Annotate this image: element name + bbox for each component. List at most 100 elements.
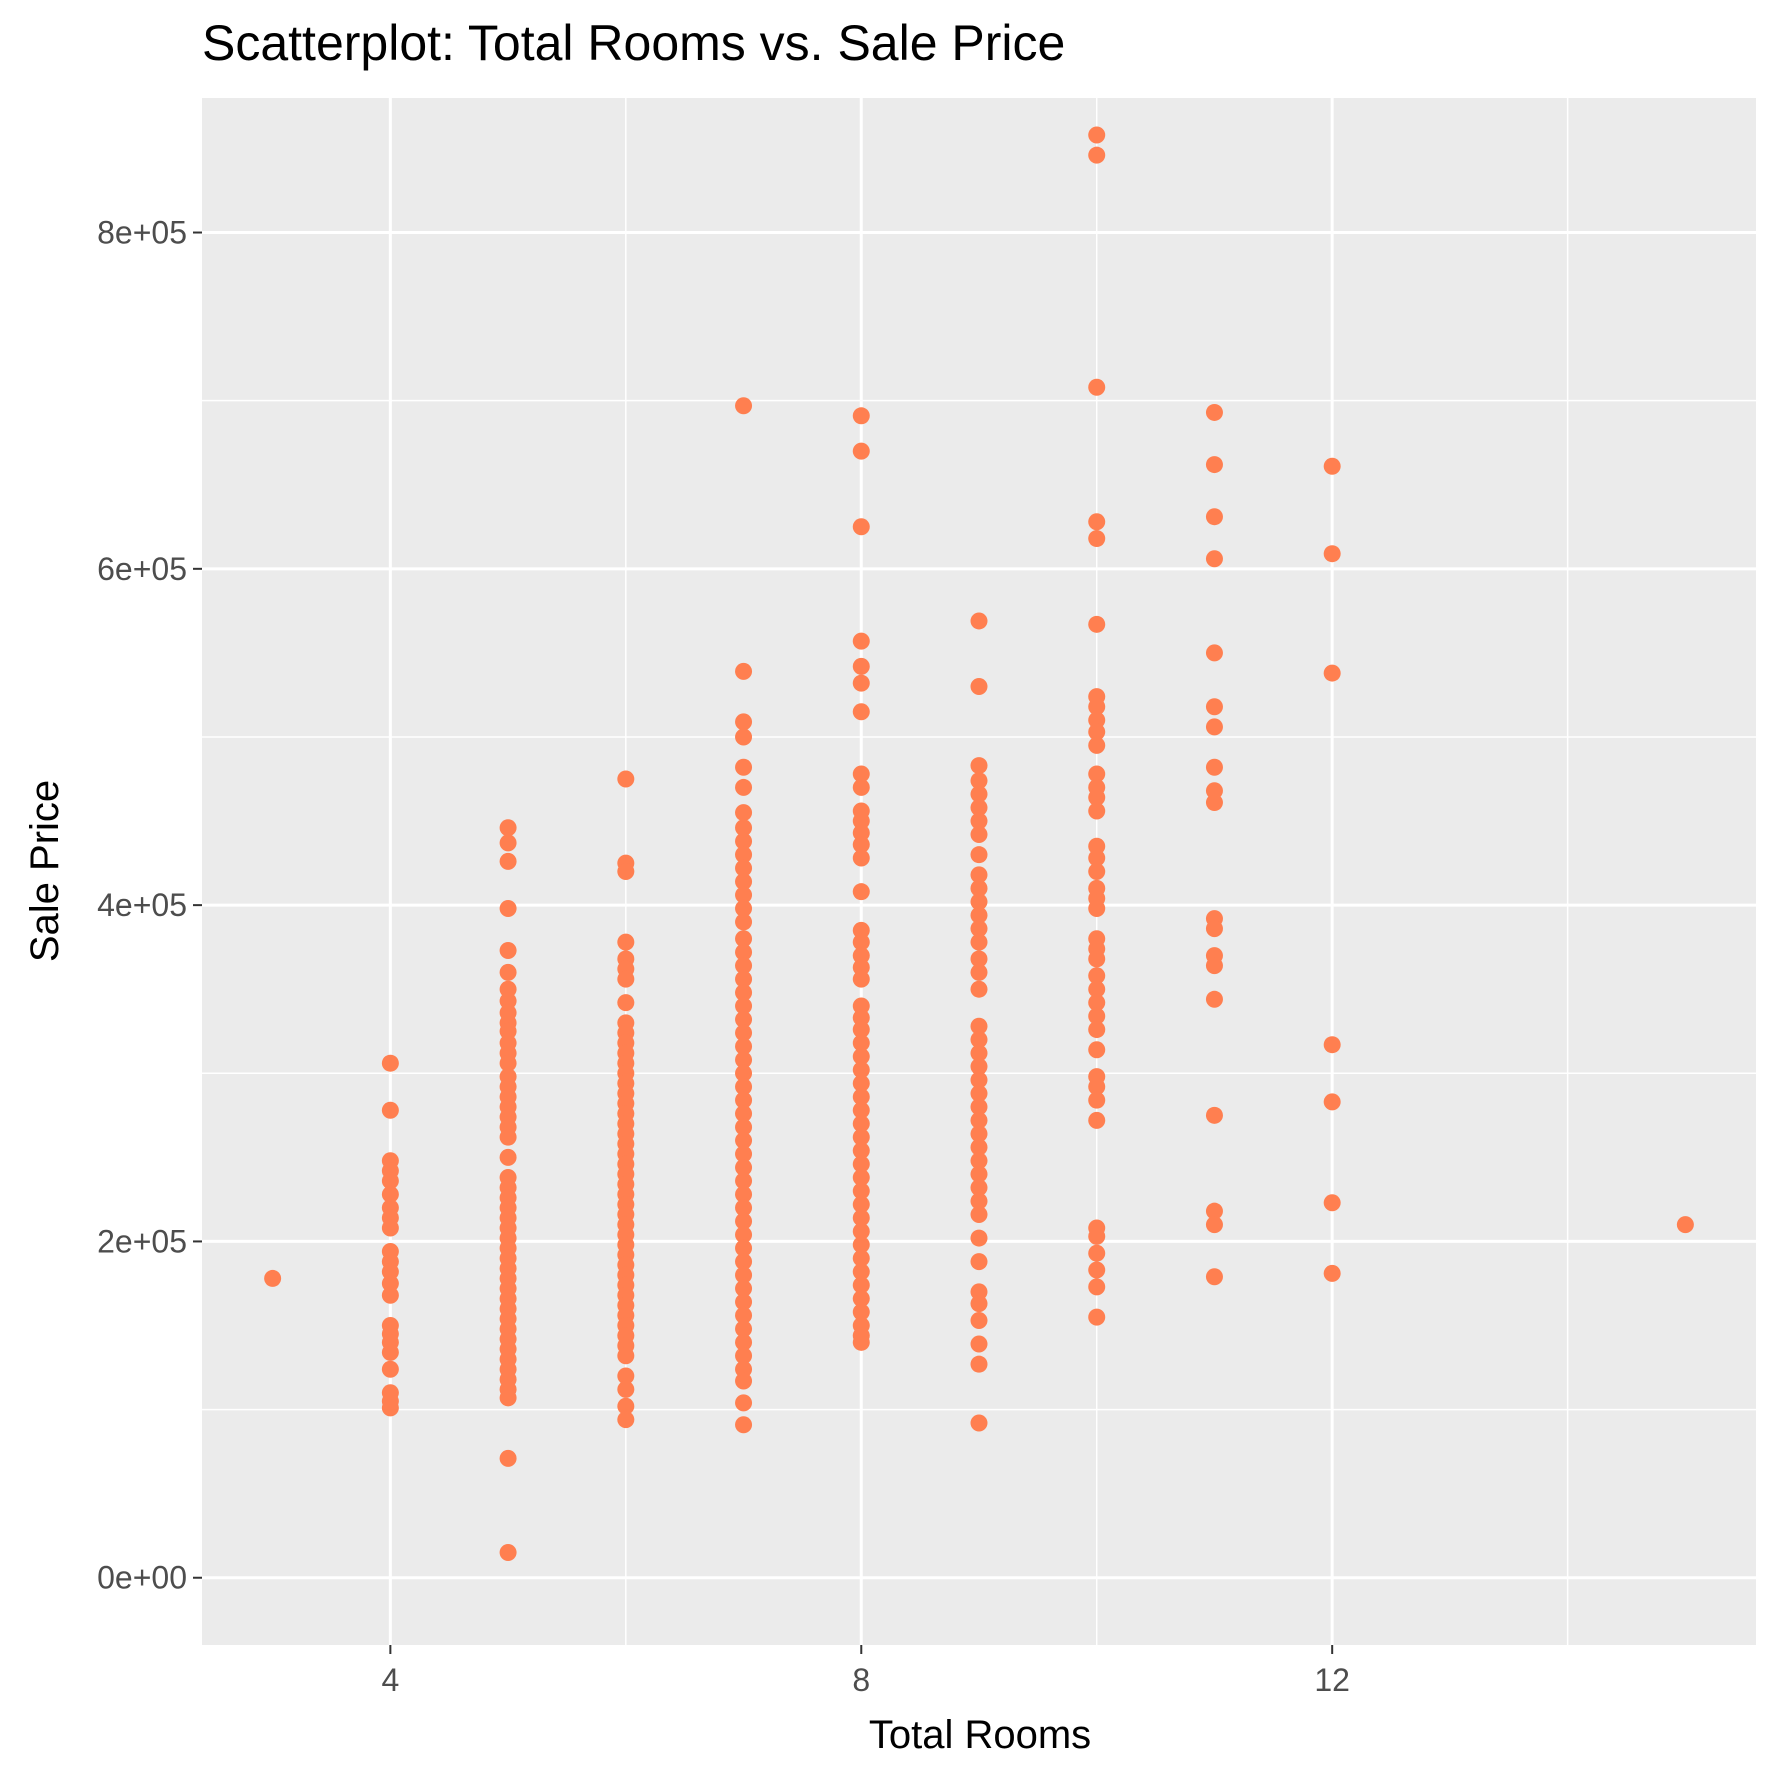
data-point (1205, 550, 1223, 568)
data-point (1205, 1216, 1223, 1234)
data-point (735, 1105, 753, 1123)
x-axis: 4 8 12 (381, 1645, 1350, 1698)
data-point (735, 1158, 753, 1176)
data-point (735, 1172, 753, 1190)
data-point (970, 1295, 988, 1313)
data-point (1323, 1194, 1341, 1212)
data-point (852, 1290, 870, 1308)
data-point (381, 1185, 399, 1203)
data-point (852, 1263, 870, 1281)
data-point (499, 1054, 517, 1072)
y-tick-label: 8e+05 (97, 215, 187, 251)
y-tick-label: 4e+05 (97, 887, 187, 923)
y-axis: 0e+00 2e+05 4e+05 6e+05 8e+05 (97, 215, 202, 1596)
chart-title: Scatterplot: Total Rooms vs. Sale Price (202, 15, 1065, 71)
data-points (264, 126, 1694, 1562)
data-point (1205, 782, 1223, 800)
data-point (970, 772, 988, 790)
data-point (499, 942, 517, 960)
data-point (970, 1335, 988, 1353)
data-point (970, 1179, 988, 1197)
data-point (970, 1152, 988, 1170)
data-point (735, 758, 753, 776)
data-point (1323, 1093, 1341, 1111)
data-point (735, 662, 753, 680)
data-point (1088, 513, 1106, 531)
data-point (1205, 456, 1223, 474)
data-point (852, 1236, 870, 1254)
data-point (852, 1209, 870, 1227)
data-point (970, 1098, 988, 1116)
data-point (617, 970, 635, 988)
data-point (970, 933, 988, 951)
data-point (735, 873, 753, 891)
data-point (1205, 508, 1223, 526)
data-point (381, 1343, 399, 1361)
data-point (735, 1064, 753, 1082)
data-point (735, 1266, 753, 1284)
data-point (970, 812, 988, 830)
data-point (852, 765, 870, 783)
data-point (852, 958, 870, 976)
data-point (852, 1333, 870, 1351)
data-point (617, 933, 635, 951)
minor-gridlines (202, 98, 1756, 1645)
data-point (1205, 1202, 1223, 1220)
data-point (1088, 950, 1106, 968)
data-point (970, 1125, 988, 1143)
data-point (852, 836, 870, 854)
data-point (735, 1416, 753, 1434)
data-point (381, 1274, 399, 1292)
data-point (735, 1051, 753, 1069)
data-point (1088, 849, 1106, 867)
data-point (735, 778, 753, 796)
data-point (970, 893, 988, 911)
data-point (735, 1394, 753, 1412)
data-point (852, 1115, 870, 1133)
data-point (970, 1031, 988, 1049)
data-point (970, 1414, 988, 1432)
data-point (1088, 967, 1106, 985)
data-point (1088, 1041, 1106, 1059)
data-point (735, 397, 753, 415)
data-point (970, 963, 988, 981)
data-point (1088, 899, 1106, 917)
data-point (381, 1360, 399, 1378)
data-point (1088, 1111, 1106, 1129)
y-tick-label: 0e+00 (97, 1560, 187, 1596)
data-point (852, 1276, 870, 1294)
data-point (735, 819, 753, 837)
data-point (499, 1148, 517, 1166)
data-point (1088, 126, 1106, 144)
data-point (970, 1229, 988, 1247)
data-point (852, 921, 870, 939)
x-tick-label: 12 (1314, 1662, 1350, 1698)
data-point (499, 852, 517, 870)
data-point (735, 1212, 753, 1230)
data-point (499, 980, 517, 998)
data-point (1088, 1091, 1106, 1109)
data-point (852, 1222, 870, 1240)
data-point (970, 1017, 988, 1035)
data-point (970, 1058, 988, 1076)
data-point (1088, 994, 1106, 1012)
data-point (852, 703, 870, 721)
data-point (1088, 837, 1106, 855)
y-axis-title: Sale Price (23, 780, 67, 962)
data-point (735, 1306, 753, 1324)
data-point (970, 678, 988, 696)
data-point (735, 1145, 753, 1163)
data-point (735, 1280, 753, 1298)
data-point (1205, 920, 1223, 938)
data-point (852, 1009, 870, 1027)
data-point (1676, 1216, 1694, 1234)
data-point (852, 1128, 870, 1146)
data-point (381, 1263, 399, 1281)
data-point (970, 920, 988, 938)
data-point (735, 1253, 753, 1271)
data-point (499, 1449, 517, 1467)
data-point (970, 799, 988, 817)
data-point (1088, 789, 1106, 807)
data-point (970, 879, 988, 897)
data-point (970, 1355, 988, 1373)
